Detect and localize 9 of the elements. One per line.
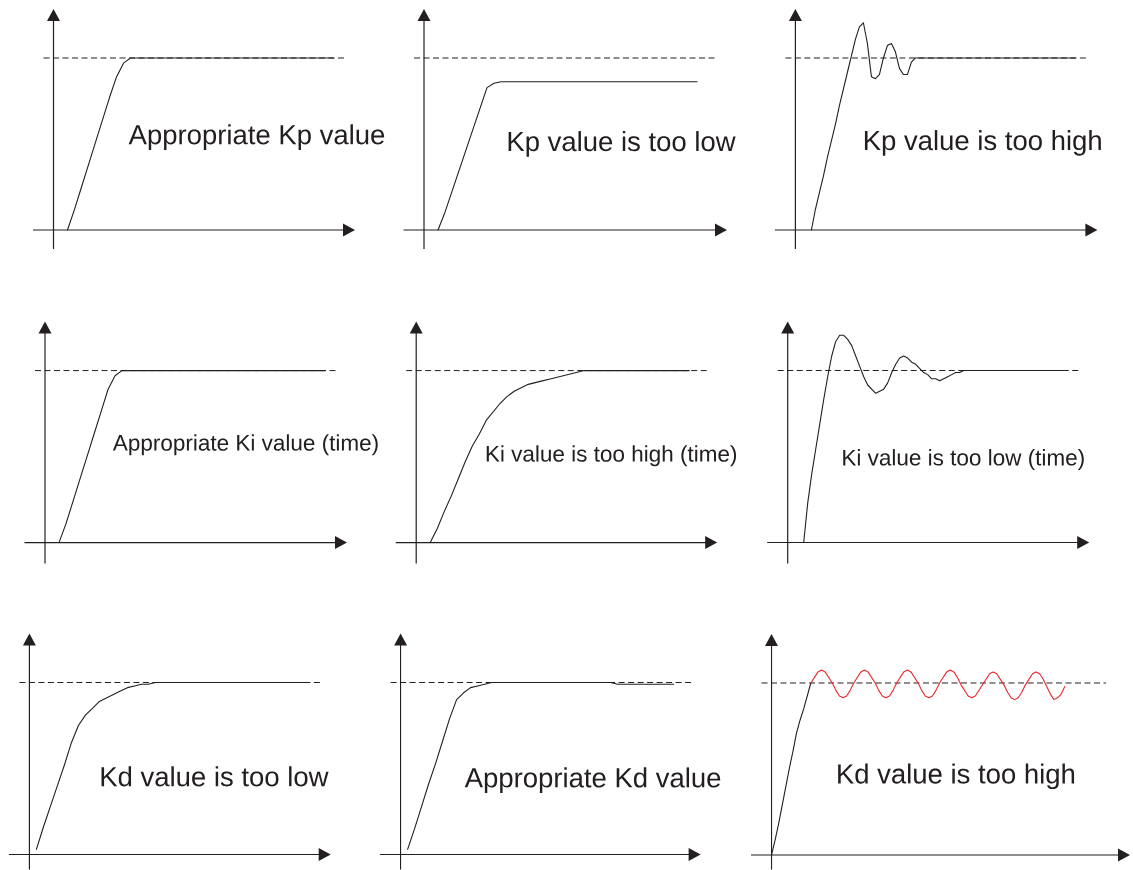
annotation: Kd value is too low: [101, 766, 329, 787]
annotation: Appropriate Kd value: [464, 767, 721, 793]
annotation: Ki value is too high (time): [486, 445, 737, 467]
annotation: Appropriate Kp value: [128, 124, 385, 150]
annotation: Kp value is too low: [508, 131, 736, 157]
annotation: Kp value is too high: [864, 130, 1101, 156]
annotation: Ki value is too low (time): [843, 449, 1084, 471]
annotation: Kd value is too high: [838, 763, 1075, 790]
annotation: Appropriate Ki value (time): [112, 434, 378, 456]
